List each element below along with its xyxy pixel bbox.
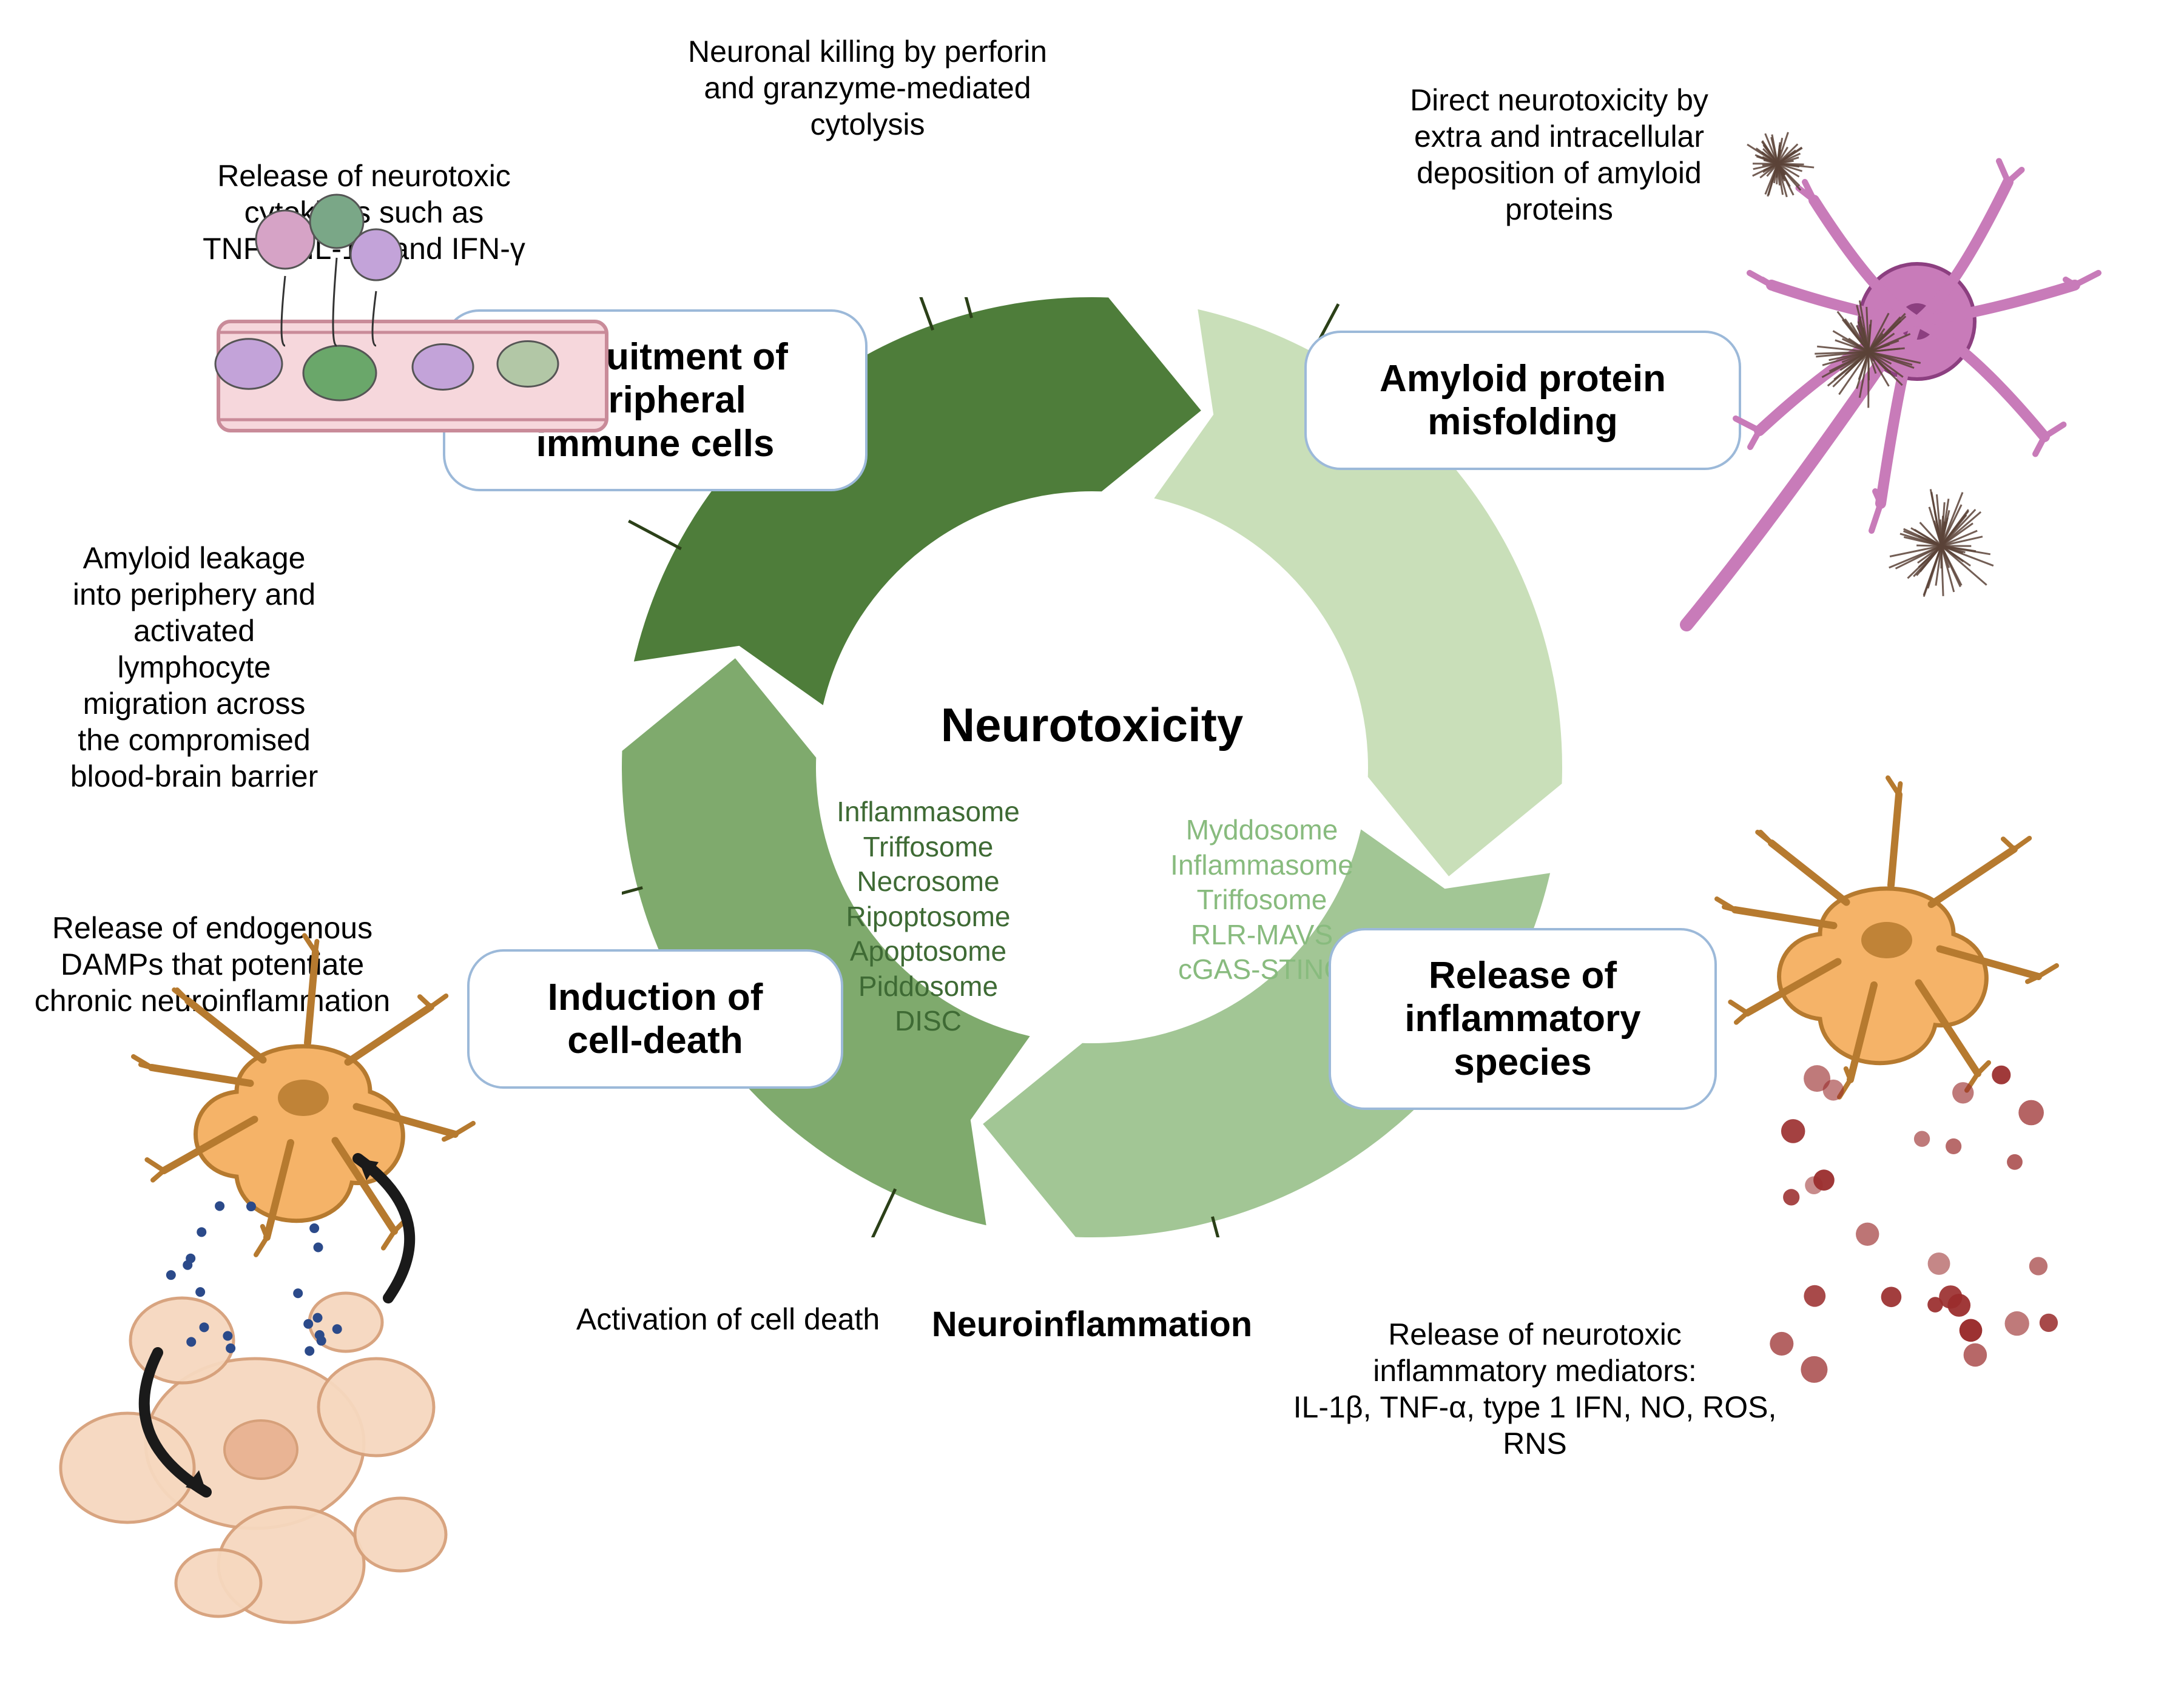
cycle-arrow bbox=[358, 1158, 410, 1298]
inflammatory-mediator-dot bbox=[1927, 1297, 1943, 1313]
annotation-tick bbox=[956, 297, 971, 318]
inflammatory-mediator-dot bbox=[1881, 1286, 1902, 1307]
annotation-tick bbox=[912, 297, 933, 330]
damp-dot bbox=[317, 1336, 326, 1346]
inflammatory-mediator-dot bbox=[1813, 1169, 1835, 1191]
lbl-cytokines: Release of neurotoxiccytokines such asTN… bbox=[170, 158, 558, 267]
lbl-mediators: Release of neurotoxicinflammatory mediat… bbox=[1268, 1316, 1802, 1462]
annotation-tick bbox=[622, 888, 642, 903]
inflammatory-mediator-dot bbox=[1804, 1285, 1825, 1307]
inflammatory-mediator-dot bbox=[1781, 1119, 1805, 1143]
damp-dot bbox=[314, 1242, 323, 1252]
inner-list-item: Ripoptosome bbox=[807, 899, 1050, 935]
neuroinflammation-label: Neuroinflammation bbox=[880, 1304, 1304, 1345]
amyloid-plaque bbox=[1747, 132, 1814, 197]
neuron-icon bbox=[1687, 161, 2098, 625]
inflammatory-mediator-dot bbox=[2005, 1311, 2029, 1336]
center-title: Neurotoxicity bbox=[880, 698, 1304, 753]
inflammatory-mediator-dot bbox=[1856, 1223, 1879, 1246]
inner-list-item: Apoptosome bbox=[807, 934, 1050, 969]
inflammatory-mediator-dot bbox=[1805, 1176, 1823, 1194]
inner-list-item: Triffosome bbox=[1141, 883, 1383, 918]
inner-complex-list-left: InflammasomeTriffosomeNecrosomeRipoptoso… bbox=[807, 795, 1050, 1039]
damp-dot bbox=[309, 1223, 319, 1233]
inner-list-item: Necrosome bbox=[807, 864, 1050, 899]
damp-dot bbox=[315, 1330, 325, 1340]
lbl-damps: Release of endogenousDAMPs that potentia… bbox=[6, 910, 419, 1019]
annotation-tick bbox=[1213, 1217, 1228, 1237]
inner-list-item: Piddosome bbox=[807, 969, 1050, 1004]
lbl-direct: Direct neurotoxicity byextra and intrace… bbox=[1365, 82, 1753, 227]
annotation-tick bbox=[629, 521, 681, 549]
damp-dot bbox=[332, 1324, 342, 1334]
inflammatory-mediator-dot bbox=[1928, 1252, 1950, 1275]
inflammatory-mediator-dot bbox=[1804, 1065, 1830, 1092]
inflammatory-mediator-dot bbox=[1960, 1319, 1983, 1342]
damp-dot bbox=[305, 1346, 314, 1356]
neurotoxicity-cycle-diagram: Neurotoxicity InflammasomeTriffosomeNecr… bbox=[0, 0, 2184, 1708]
amyloid-plaque bbox=[1889, 489, 1994, 597]
amyloid-plaque bbox=[1815, 300, 1920, 408]
inflammatory-mediator-dot bbox=[2007, 1154, 2023, 1170]
damp-dot bbox=[215, 1201, 224, 1211]
pill-celldeath: Induction ofcell-death bbox=[467, 949, 843, 1089]
inflammatory-mediator-dot bbox=[2018, 1100, 2044, 1126]
inflammatory-mediator-dot bbox=[1801, 1356, 1827, 1383]
damp-dot bbox=[200, 1322, 209, 1332]
dying-cell bbox=[61, 1293, 446, 1622]
damp-dot bbox=[313, 1313, 323, 1323]
inflammatory-mediator-dot bbox=[2029, 1257, 2048, 1275]
immune-cell bbox=[215, 339, 282, 389]
inflammatory-mediator-dot bbox=[1952, 1082, 1973, 1103]
lbl-bbb: Amyloid leakageinto periphery andactivat… bbox=[30, 540, 358, 795]
inflammatory-mediator-dot bbox=[1946, 1138, 1961, 1154]
damp-dot bbox=[246, 1202, 256, 1211]
lbl-perforin: Neuronal killing by perforinand granzyme… bbox=[619, 33, 1116, 143]
damp-dot bbox=[186, 1337, 196, 1347]
damp-dot bbox=[183, 1260, 192, 1270]
inner-list-item: DISC bbox=[807, 1004, 1050, 1039]
cycle-arrow bbox=[144, 1353, 206, 1492]
inner-list-item: Myddosome bbox=[1141, 813, 1383, 848]
immune-cell bbox=[303, 346, 376, 400]
damp-dot bbox=[186, 1254, 195, 1263]
pill-recruit: Recruitment ofperipheralimmune cells bbox=[443, 309, 868, 491]
inflammatory-mediator-dot bbox=[1964, 1343, 1987, 1367]
damp-dot bbox=[223, 1331, 232, 1340]
damp-dot bbox=[303, 1319, 313, 1329]
inflammatory-mediator-dot bbox=[1939, 1285, 1962, 1308]
inner-list-item: Inflammasome bbox=[807, 795, 1050, 830]
microglia-right bbox=[1717, 778, 2057, 1097]
annotation-tick bbox=[870, 1189, 895, 1237]
pill-amyloid: Amyloid proteinmisfolding bbox=[1304, 331, 1741, 470]
damp-dot bbox=[195, 1287, 205, 1297]
inflammatory-mediator-dot bbox=[1947, 1294, 1970, 1317]
damp-dot bbox=[226, 1343, 235, 1353]
lbl-activation: Activation of cell death bbox=[534, 1301, 922, 1337]
inflammatory-mediator-dot bbox=[1914, 1131, 1930, 1147]
inflammatory-mediator-dot bbox=[2040, 1314, 2058, 1332]
damp-dot bbox=[166, 1270, 176, 1280]
inflammatory-mediator-dot bbox=[1823, 1080, 1844, 1101]
pill-release: Release ofinflammatoryspecies bbox=[1329, 928, 1717, 1110]
inflammatory-mediator-dot bbox=[1783, 1189, 1799, 1205]
inflammatory-mediator-dot bbox=[1992, 1066, 2010, 1084]
inner-list-item: Triffosome bbox=[807, 830, 1050, 865]
damp-dot bbox=[197, 1227, 206, 1237]
damp-dot bbox=[293, 1288, 303, 1298]
inner-list-item: Inflammasome bbox=[1141, 848, 1383, 883]
